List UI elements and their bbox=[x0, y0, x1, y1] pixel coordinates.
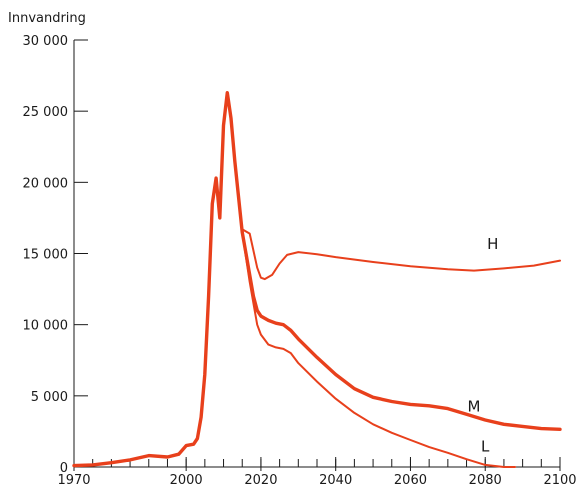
series-line-m bbox=[72, 90, 562, 468]
y-tick-label: 15 000 bbox=[23, 248, 69, 263]
series-line-l bbox=[241, 231, 517, 468]
x-tick-label: 2100 bbox=[543, 473, 576, 488]
x-tick-label: 2000 bbox=[170, 473, 203, 488]
y-tick-label: 30 000 bbox=[23, 34, 69, 49]
y-tick-label: 25 000 bbox=[23, 105, 69, 120]
y-axis-title: Innvandring bbox=[8, 11, 86, 26]
x-tick-label: 2040 bbox=[319, 473, 352, 488]
y-tick-label: 10 000 bbox=[23, 319, 69, 334]
x-tick-label: 1970 bbox=[57, 473, 90, 488]
series-lines bbox=[72, 90, 562, 468]
series-line-h bbox=[241, 228, 561, 281]
y-tick-label: 20 000 bbox=[23, 176, 69, 191]
series-label-h: H bbox=[487, 235, 498, 253]
x-axis: 1970 2000 2020 2040 2060 2080 2100 bbox=[57, 457, 577, 488]
series-labels: H M L bbox=[468, 235, 499, 455]
series-label-l: L bbox=[481, 437, 490, 455]
series-label-m: M bbox=[468, 397, 481, 415]
x-tick-label: 2020 bbox=[244, 473, 277, 488]
y-tick-label: 0 bbox=[60, 461, 68, 476]
x-tick-label: 2080 bbox=[469, 473, 502, 488]
y-tick-label: 5 000 bbox=[31, 390, 68, 405]
y-axis: 0 5 000 10 000 15 000 20 000 25 000 30 000 bbox=[23, 34, 88, 476]
x-tick-label: 2060 bbox=[394, 473, 427, 488]
